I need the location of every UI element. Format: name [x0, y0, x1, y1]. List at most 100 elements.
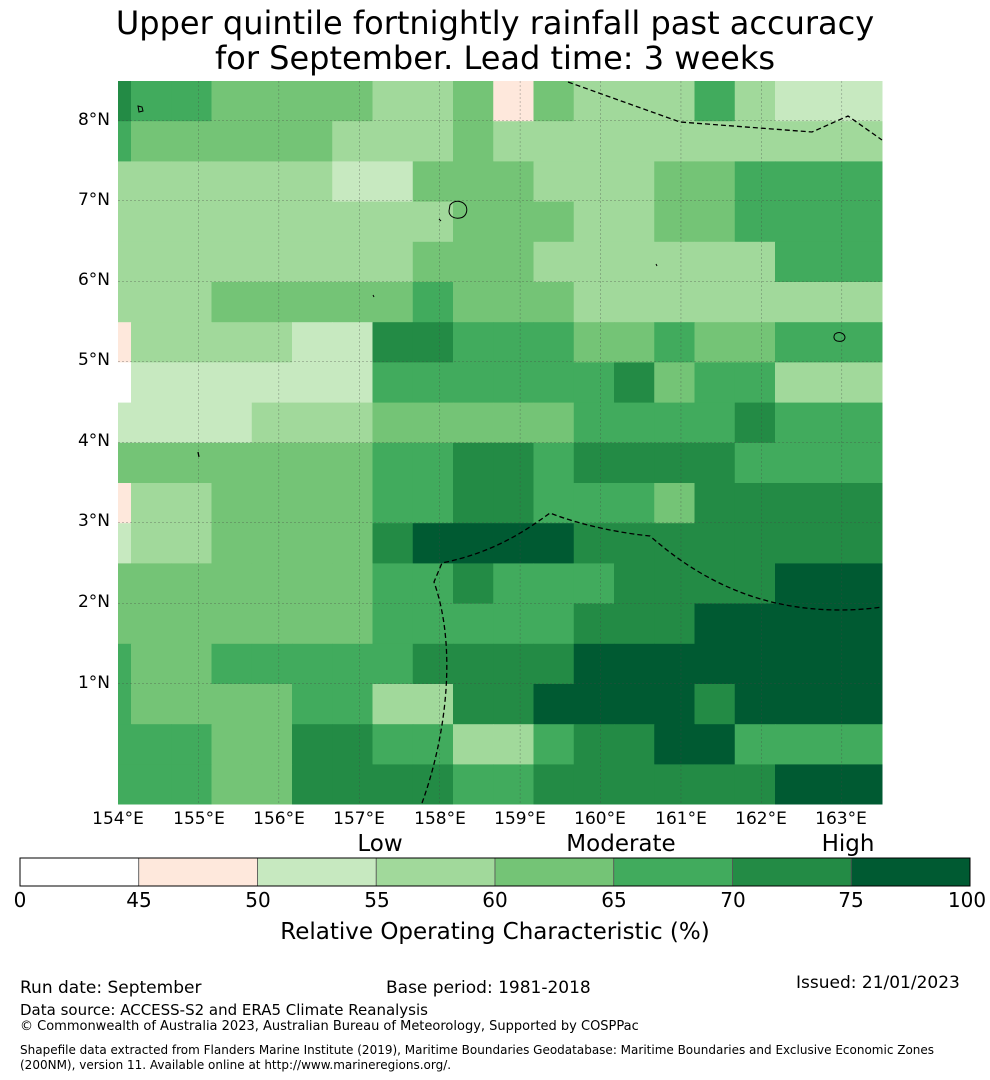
- grid-cell: [211, 201, 253, 243]
- class-label-high: High: [821, 831, 875, 857]
- grid-cell: [251, 603, 293, 645]
- grid-cell: [654, 121, 695, 162]
- eez-boundaries: [197, 81, 883, 804]
- grid-cell: [118, 121, 132, 162]
- grid-cell: [734, 161, 776, 203]
- grid-cell: [131, 483, 172, 524]
- grid-cell: [412, 161, 454, 203]
- grid-cell: [453, 362, 494, 404]
- grid-cell: [292, 241, 333, 283]
- grid-cell: [171, 282, 212, 323]
- grid-cell: [118, 402, 132, 444]
- grid-cell: [493, 121, 534, 162]
- grid-cell: [171, 161, 212, 203]
- grid-cell: [332, 603, 373, 645]
- grid-cell: [775, 241, 883, 283]
- grid-cell: [171, 362, 212, 404]
- grid-cell: [211, 643, 253, 685]
- grid-cell: [211, 483, 253, 524]
- grid-cell: [332, 442, 373, 484]
- colorbar-swatch: [19, 857, 140, 887]
- grid-cell: [775, 724, 883, 765]
- grid-cell: [412, 201, 454, 243]
- grid-cell: [573, 362, 615, 404]
- eez-boundary-south: [421, 512, 883, 804]
- grid-cell: [654, 643, 695, 685]
- grid-cell: [292, 523, 333, 564]
- map-title-line-2: for September. Lead time: 3 weeks: [214, 39, 776, 78]
- grid-cell: [372, 81, 414, 122]
- lat-label-6n: 6°N: [77, 270, 110, 290]
- tick-65: 65: [601, 888, 627, 912]
- grid-cell: [118, 684, 132, 725]
- grid-cell: [734, 483, 776, 524]
- grid-cell: [775, 322, 883, 363]
- grid-cell: [131, 81, 172, 122]
- grid-cell: [412, 523, 454, 564]
- grid-cell: [131, 282, 172, 323]
- grid-cell: [533, 241, 575, 283]
- grid-cell: [573, 643, 615, 685]
- grid-cell: [131, 563, 172, 605]
- islet-a: [438, 218, 442, 222]
- lat-label-3n: 3°N: [77, 511, 110, 531]
- grid-cell: [412, 684, 454, 725]
- grid-cell: [573, 322, 615, 363]
- grid-cell: [372, 563, 414, 605]
- grid-cell: [118, 603, 132, 645]
- grid-cell: [694, 603, 736, 645]
- grid-cell: [118, 523, 132, 564]
- grid-cell: [493, 724, 534, 765]
- grid-cell: [614, 442, 655, 484]
- grid-cell: [533, 684, 575, 725]
- grid-cell: [694, 362, 736, 404]
- lat-label-5n: 5°N: [77, 350, 110, 370]
- island-outlines: [137, 105, 846, 342]
- grid-cell: [453, 241, 494, 283]
- grid-cell: [131, 603, 172, 645]
- grid-cell: [573, 724, 615, 765]
- grid-cell: [412, 442, 454, 484]
- grid-cell: [453, 523, 494, 564]
- island-kosrae: [833, 332, 846, 342]
- grid-cell: [171, 563, 212, 605]
- grid-cell: [118, 764, 132, 805]
- grid-cell: [332, 241, 373, 283]
- grid-cell: [654, 764, 695, 805]
- grid-cell: [118, 81, 132, 122]
- eez-boundary-west-fragment: [197, 451, 200, 458]
- grid-cell: [251, 81, 293, 122]
- grid-cell: [131, 724, 172, 765]
- grid-cell: [775, 121, 883, 162]
- colorbar: [19, 857, 971, 887]
- grid-cell: [292, 563, 333, 605]
- grid-cell: [211, 282, 253, 323]
- grid-cell: [292, 121, 333, 162]
- grid-cell: [775, 402, 883, 444]
- grid-cell: [493, 643, 534, 685]
- grid-cell: [171, 684, 212, 725]
- grid-cell: [292, 282, 333, 323]
- issued-date: Issued: 21/01/2023: [796, 973, 960, 993]
- grid-cell: [734, 643, 776, 685]
- grid-cell: [614, 121, 655, 162]
- grid-cell: [493, 161, 534, 203]
- grid-cell: [171, 483, 212, 524]
- colorbar-swatch: [257, 857, 377, 887]
- grid-cell: [332, 201, 373, 243]
- lon-label-160e: 160°E: [574, 809, 626, 829]
- grid-cell: [211, 724, 253, 765]
- grid-cell: [614, 563, 655, 605]
- grid-cell: [118, 442, 132, 484]
- grid-cell: [171, 201, 212, 243]
- grid-cell: [493, 81, 534, 122]
- grid-cell: [131, 643, 172, 685]
- grid-cell: [131, 442, 172, 484]
- tick-70: 70: [720, 888, 746, 912]
- grid-cell: [614, 603, 655, 645]
- grid-cell: [131, 201, 172, 243]
- grid-cell: [775, 201, 883, 243]
- grid-cell: [251, 322, 293, 363]
- grid-cell: [493, 483, 534, 524]
- grid-cell: [372, 643, 414, 685]
